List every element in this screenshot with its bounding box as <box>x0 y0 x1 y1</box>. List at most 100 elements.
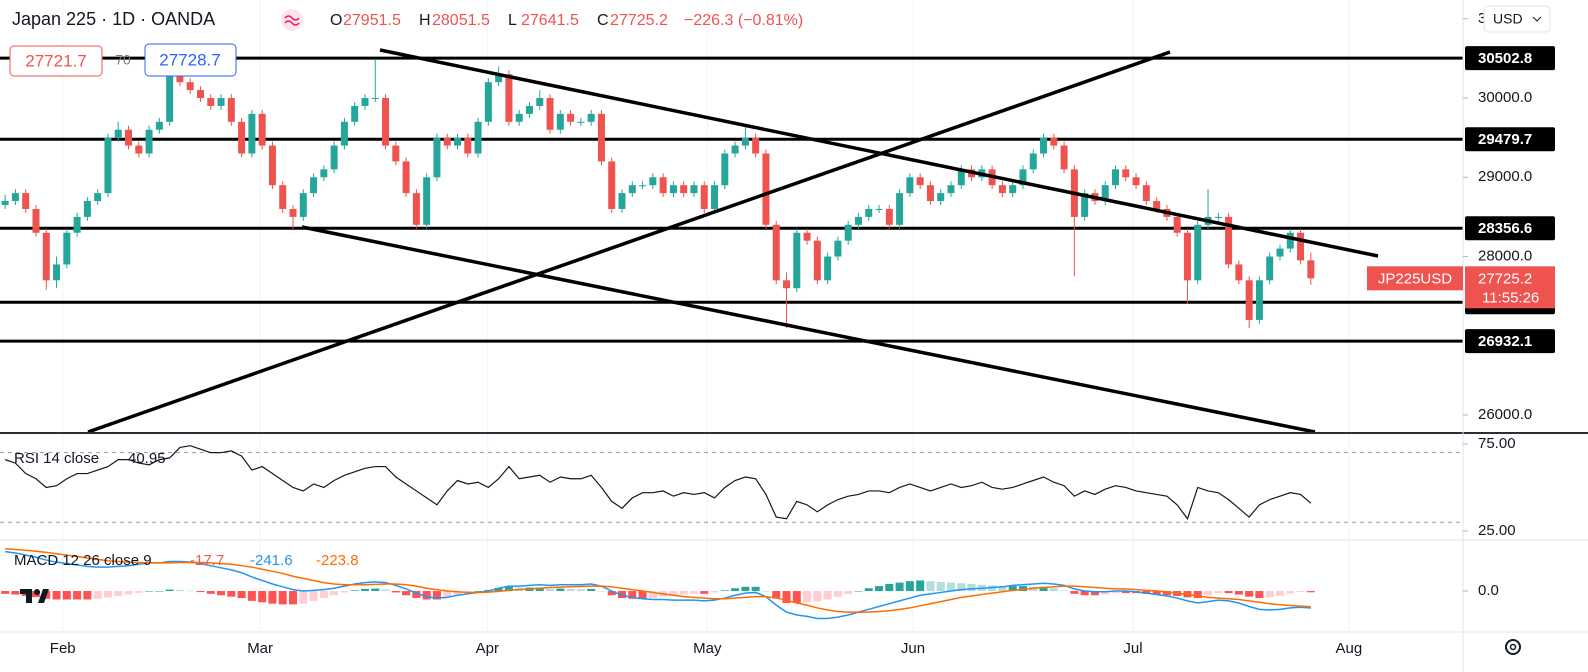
candle-body <box>1214 216 1222 218</box>
candle-body <box>597 113 605 162</box>
candle-body <box>546 98 554 130</box>
candle-body <box>608 161 616 209</box>
histogram-bar <box>998 586 1007 592</box>
histogram-bar <box>237 591 246 599</box>
candle-body <box>1111 169 1119 186</box>
histogram-bar <box>1306 591 1315 593</box>
candle-body <box>1060 145 1068 170</box>
candle-body <box>42 232 50 281</box>
histogram-bar <box>155 591 164 592</box>
candle-body <box>258 113 266 146</box>
macd-value: -241.6 <box>250 552 293 569</box>
signal-value: -223.8 <box>316 552 359 569</box>
histogram-bar <box>535 587 544 592</box>
bid-box[interactable] <box>9 45 103 77</box>
candle-body <box>587 113 595 122</box>
legend-prefix: O <box>330 12 342 29</box>
tv-logo-part <box>34 589 40 595</box>
currency-button[interactable] <box>1483 5 1551 33</box>
histogram-bar <box>556 588 565 592</box>
level-label: 26932.1 <box>1478 333 1532 350</box>
histogram-bar <box>751 586 760 592</box>
candle-body <box>649 177 657 186</box>
histogram-bar <box>607 591 616 596</box>
histogram-bar <box>402 591 411 596</box>
histogram-bar <box>422 591 431 600</box>
candle-body <box>495 74 503 83</box>
candle-body <box>1297 232 1305 261</box>
candle-body <box>1019 169 1027 186</box>
histogram-bar <box>782 591 791 603</box>
histogram-bar <box>648 591 657 599</box>
histogram-bar <box>62 591 71 600</box>
macd-line <box>5 550 1311 620</box>
histogram-bar <box>217 591 226 596</box>
trend-lines <box>87 48 1379 433</box>
candle-body <box>186 82 194 91</box>
last-price: 27725.2 <box>1478 270 1532 287</box>
candle-body <box>474 121 482 154</box>
histogram-bar <box>926 581 935 592</box>
candle-body <box>412 193 420 225</box>
histogram-bar <box>73 591 82 600</box>
histogram-bar <box>761 591 770 592</box>
histogram-bar <box>1018 586 1027 592</box>
settings-button[interactable] <box>1505 639 1521 655</box>
x-tick-label: May <box>693 640 722 657</box>
histogram-bar <box>1296 591 1305 593</box>
candle-body <box>1276 248 1284 257</box>
candle-body <box>1255 280 1263 320</box>
candle-body <box>443 137 451 146</box>
candle-body <box>711 185 719 209</box>
grid <box>62 0 1350 632</box>
histogram-bar <box>1121 591 1130 594</box>
x-tick-label: Aug <box>1336 640 1363 657</box>
histogram-bar <box>432 591 441 600</box>
histogram-bar <box>1101 591 1110 595</box>
trend-line <box>301 225 1316 433</box>
legend-change: −226.3 (−0.81%) <box>684 12 803 29</box>
histogram-bar <box>875 586 884 592</box>
candle-body <box>854 216 862 225</box>
candle-body <box>330 145 338 170</box>
histogram-bar <box>1286 591 1295 594</box>
level-label-box <box>1465 46 1555 71</box>
candle-body <box>402 161 410 194</box>
y-tick-label: 75.00 <box>1478 435 1516 452</box>
candle-body <box>1173 216 1181 233</box>
histogram-bar <box>638 591 647 599</box>
legend-value: 27725.2 <box>610 12 668 29</box>
candle-body <box>577 121 585 123</box>
histogram-bar <box>319 591 328 599</box>
level-label-box <box>1465 329 1555 354</box>
histogram-bar <box>669 591 678 596</box>
x-tick-label: Jul <box>1123 640 1142 657</box>
candle-body <box>207 98 215 106</box>
histogram-bar <box>885 583 894 592</box>
last-price-box <box>1465 266 1555 309</box>
candle-body <box>906 177 914 194</box>
candle-body <box>957 169 965 186</box>
candle-body <box>268 145 276 186</box>
histogram-bar <box>1060 590 1069 592</box>
signal-line <box>5 548 1311 613</box>
histogram-bar <box>772 591 781 599</box>
candle-body <box>423 177 431 225</box>
histogram-bar <box>165 589 174 592</box>
histogram-bar <box>11 591 20 595</box>
histogram-bar <box>114 591 123 596</box>
candle-body <box>556 113 564 130</box>
histogram-bar <box>710 591 719 593</box>
candle-body <box>279 185 287 209</box>
candle-body <box>731 145 739 154</box>
candle-body <box>824 256 832 281</box>
histogram-bar <box>689 591 698 594</box>
histogram-bar <box>823 591 832 600</box>
ask-box[interactable] <box>144 43 237 77</box>
histogram-bar <box>700 591 709 594</box>
histogram-bar <box>494 587 503 592</box>
level-label-box <box>1465 216 1555 241</box>
histogram-bar <box>947 582 956 592</box>
candle-body <box>772 224 780 281</box>
